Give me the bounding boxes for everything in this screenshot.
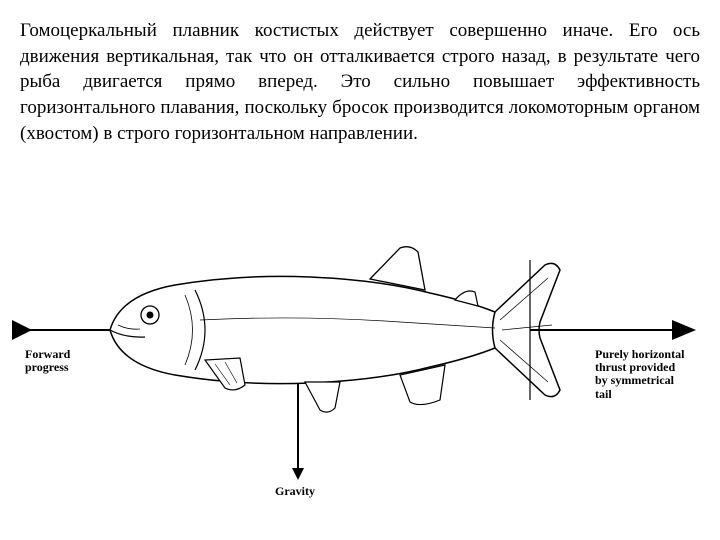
forward-label-line1: Forward [25,347,70,361]
thrust-label-line2: thrust provided [595,360,675,374]
paragraph: Гомоцеркальный плавник костистых действу… [20,18,700,146]
fish-diagram: Forward progress Gravity Purely horizont… [0,230,720,530]
fish-shape [110,247,560,412]
gravity-label-text: Gravity [275,484,315,498]
thrust-label: Purely horizontal thrust provided by sym… [595,348,684,401]
thrust-label-line4: tail [595,387,612,401]
forward-label-line2: progress [25,360,69,374]
forward-label: Forward progress [25,348,70,374]
gravity-label: Gravity [275,485,315,498]
thrust-label-line1: Purely horizontal [595,347,684,361]
thrust-label-line3: by symmetrical [595,373,674,387]
paragraph-text: Гомоцеркальный плавник костистых действу… [20,18,700,146]
